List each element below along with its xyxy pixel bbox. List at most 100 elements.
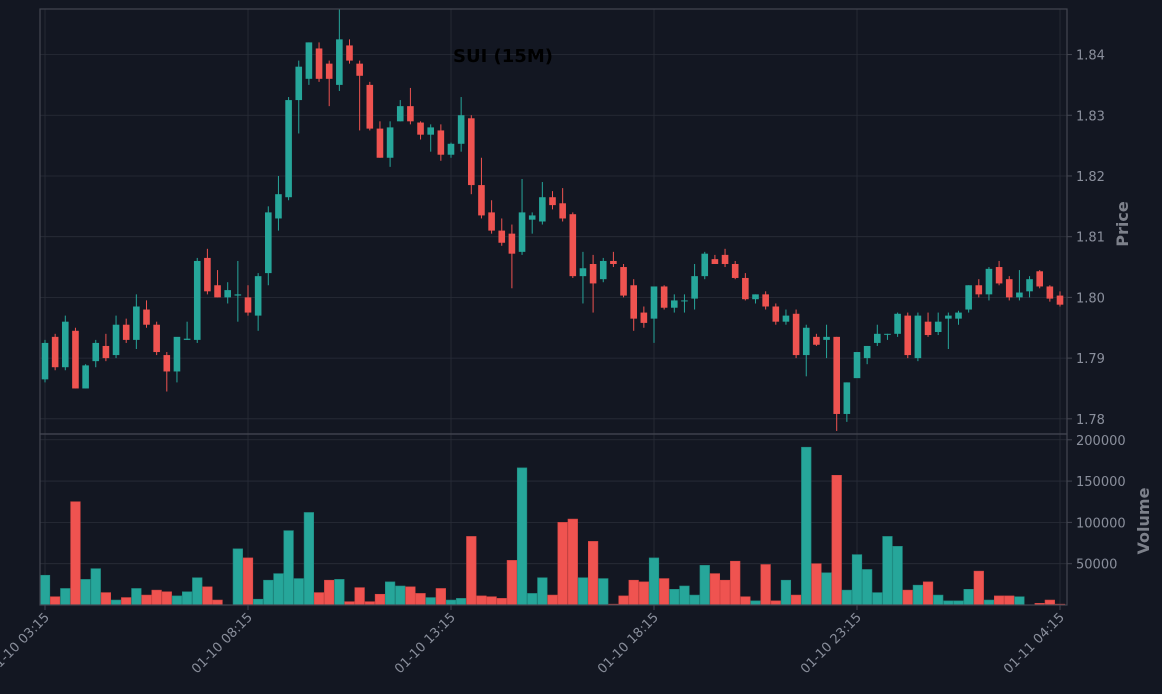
candle-body	[82, 365, 89, 389]
candle-body	[1046, 286, 1054, 299]
volume-bar	[232, 548, 243, 606]
candle-body	[234, 294, 242, 296]
candle-body	[1026, 279, 1033, 292]
volume-bar	[740, 596, 751, 606]
candle-body	[1005, 279, 1013, 298]
candle-body	[285, 100, 292, 198]
volume-bar	[70, 501, 81, 606]
candle-body	[945, 315, 952, 319]
volume-bar	[922, 581, 934, 606]
volume-bars	[39, 446, 1066, 606]
volume-bar	[405, 586, 416, 606]
candle-body	[325, 63, 333, 79]
candle-body	[630, 285, 637, 319]
volume-bar	[50, 596, 61, 606]
candle-body	[478, 185, 485, 216]
volume-bar	[303, 512, 315, 606]
candle-body	[721, 254, 729, 264]
volume-bar	[587, 541, 599, 606]
volume-bar	[496, 598, 507, 606]
candle-body	[315, 48, 323, 79]
candle-body	[122, 324, 130, 340]
candle-body	[965, 285, 972, 310]
candle-body	[488, 212, 495, 231]
volume-bar	[395, 585, 406, 606]
candle-body	[356, 63, 363, 76]
candle-body	[254, 276, 262, 316]
candle-body	[396, 106, 404, 122]
candle-body	[599, 260, 607, 280]
volume-bar	[953, 600, 964, 606]
volume-bar	[374, 593, 386, 606]
volume-bar	[943, 600, 954, 606]
candle-body	[275, 194, 282, 219]
candle-body	[863, 345, 871, 359]
volume-bar	[902, 589, 913, 606]
volume-bar	[567, 518, 578, 606]
candle-body	[143, 309, 150, 325]
volume-bar	[1044, 599, 1055, 606]
candle-body	[407, 106, 414, 122]
candle-body	[884, 333, 891, 335]
volume-bar	[699, 565, 710, 606]
volume-bar	[750, 600, 761, 606]
candle-body	[650, 286, 658, 319]
candle-body	[366, 84, 374, 129]
volume-bar	[730, 560, 741, 606]
candle-body	[802, 327, 810, 356]
candle-body	[224, 290, 231, 298]
volume-bar	[253, 598, 264, 606]
volume-bar	[862, 569, 873, 606]
candle-body	[569, 214, 577, 277]
candle-body	[772, 306, 780, 322]
candle-body	[518, 212, 526, 252]
candle-body	[833, 336, 840, 414]
volume-tick-label: 200000	[1076, 434, 1126, 449]
volume-tick-label: 50000	[1076, 558, 1117, 573]
volume-bar	[182, 591, 193, 606]
volume-bar	[80, 579, 91, 606]
volume-tick-label: 100000	[1076, 516, 1126, 531]
candle-body	[386, 127, 394, 158]
candle-body	[1056, 295, 1064, 305]
volume-bar	[171, 595, 183, 606]
candle-body	[427, 127, 434, 135]
candle-body	[183, 338, 191, 340]
volume-bar	[1004, 595, 1015, 606]
volume-bar	[648, 557, 660, 606]
candle-body	[336, 39, 343, 85]
volume-bar	[527, 593, 538, 606]
volume-bar	[780, 579, 792, 606]
volume-bar	[577, 577, 589, 606]
volume-bar	[638, 581, 649, 606]
candle-body	[173, 336, 181, 372]
candle-body	[62, 321, 69, 368]
volume-bar	[476, 595, 487, 606]
candle-body	[549, 197, 556, 206]
candle-body	[1016, 292, 1023, 298]
volume-bar	[547, 594, 558, 606]
candle-body	[874, 333, 881, 343]
candle-body	[153, 324, 160, 353]
volume-bar	[760, 564, 771, 606]
candle-body	[214, 285, 221, 298]
volume-tick-label: 150000	[1076, 475, 1126, 490]
candle-body	[934, 321, 942, 332]
candle-body	[813, 336, 820, 345]
price-tick-label: 1.83	[1076, 109, 1105, 124]
candle-body	[731, 264, 739, 278]
candle-body	[660, 286, 668, 308]
candle-body	[904, 315, 912, 356]
volume-panel-frame	[39, 433, 1068, 606]
candle-body	[823, 336, 830, 340]
volume-bar	[141, 594, 152, 606]
volume-bar	[851, 554, 863, 606]
volume-bar	[628, 579, 639, 606]
candle-body	[1036, 271, 1043, 287]
candle-body	[528, 215, 536, 220]
volume-bar	[121, 597, 132, 606]
volume-bar	[293, 578, 304, 606]
candle-body	[691, 276, 698, 299]
volume-bar	[790, 594, 802, 606]
volume-bar	[618, 595, 629, 606]
